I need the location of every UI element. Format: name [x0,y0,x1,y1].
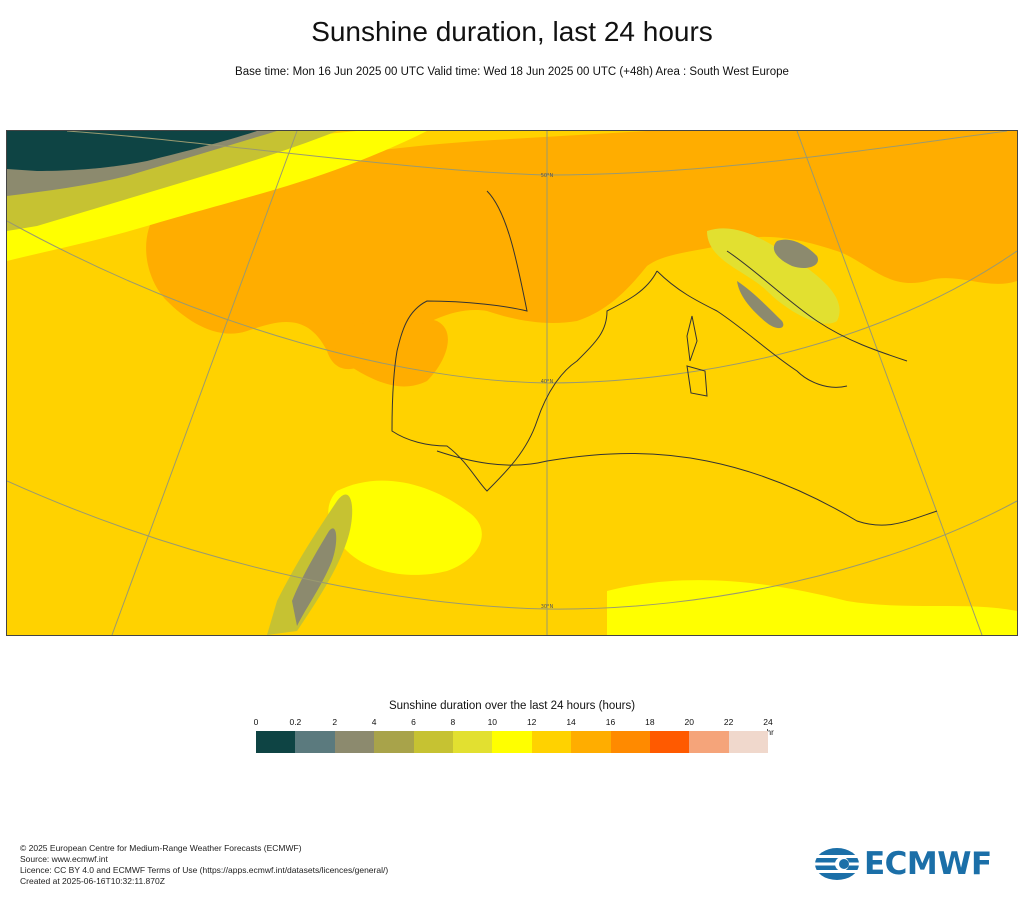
legend-swatch [571,731,611,753]
legend-tick-label: 14 [566,717,576,727]
coast-italy [656,270,848,388]
legend-tick-labels: 0 0.2 2 4 6 8 10 12 14 16 18 20 22 24 [253,717,773,729]
map-panel: 50°N 40°N 30°N [6,130,1018,636]
legend-swatch [295,731,335,753]
legend-tick-label: 8 [450,717,456,727]
legend-unit: -hr [764,728,774,737]
legend-tick-label: 12 [526,717,537,727]
legend-tick-label: 16 [605,717,616,727]
chart-title: Sunshine duration, last 24 hours [311,16,713,47]
legend-tick-label: 22 [723,717,734,727]
legend-swatch [610,731,650,753]
coast-sardinia [686,365,708,397]
meridian-east-1 [796,131,983,635]
legend-swatch [531,731,572,753]
legend-tick-label: 0.2 [289,717,302,727]
field-10-12h-north [7,131,427,261]
field-10-12h-south [607,580,1017,635]
field-14-16h-west [146,131,1017,369]
footer-line: Licence: CC BY 4.0 and ECMWF Terms of Us… [20,865,389,875]
footer-line: © 2025 European Centre for Medium-Range … [20,843,302,853]
graticule-label-50n: 50°N [541,173,554,179]
legend-tick-label: 4 [371,717,377,727]
legend-swatch [649,731,690,753]
coast-balkans [726,250,908,362]
field-2-4h-apennines [737,281,784,329]
graticule-label-30n: 30°N [541,604,554,610]
meridian-west-1 [111,131,298,635]
legend-swatch [374,731,414,753]
field-10-12h-africa [328,480,482,575]
legend-swatch [492,731,532,753]
field-0-0.2h-north [7,131,257,171]
ecmwf-logo-icon [814,848,860,880]
legend-tick-label: 18 [645,717,655,727]
legend-swatch [689,731,729,753]
field-2-4h-morocco [292,528,337,626]
coast-north-africa [436,450,938,526]
field-14-16h-iberia-east [334,316,448,387]
field-2-4h-balkans [773,239,818,268]
legend-tick-label: 0 [253,717,259,727]
legend-swatch [256,731,296,753]
legend-swatch [334,731,375,753]
sunshine-map: 50°N 40°N 30°N [7,131,1017,635]
legend-tick-label: 24 [763,717,773,727]
footer-credits: © 2025 European Centre for Medium-Range … [20,843,388,887]
legend-tick-label: 2 [332,717,338,727]
coast-corsica [686,315,698,362]
legend-swatch [413,731,453,753]
footer-line: Created at 2025-06-16T10:32:11.870Z [20,876,165,886]
legend-swatch [452,731,493,753]
legend-title: Sunshine duration over the last 24 hours… [388,700,636,712]
legend-color-bar [256,731,769,753]
graticule [7,131,1017,635]
legend-tick-label: 10 [487,717,498,727]
ecmwf-logo-text: ECMWF [864,846,992,882]
legend-swatch [728,731,769,753]
field-8-10h-alps [707,228,840,324]
footer-line: Source: www.ecmwf.int [20,854,108,864]
coastlines [391,190,938,526]
graticule-label-40n: 40°N [541,379,554,385]
legend-tick-label: 20 [684,717,694,727]
legend-tick-label: 6 [411,717,416,727]
coast-france-iberia [391,190,658,492]
chart-subtitle: Base time: Mon 16 Jun 2025 00 UTC Valid … [235,66,789,78]
field-2-4h-north [7,131,277,196]
ecmwf-logo: ECMWF [814,846,1006,882]
